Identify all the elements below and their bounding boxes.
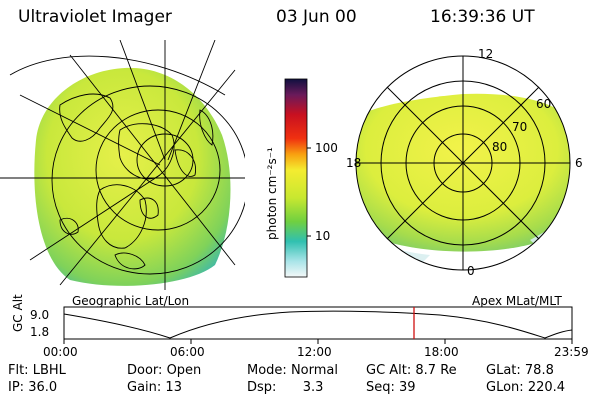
status-ip-label: IP: [8,380,25,395]
altitude-plot-frame [63,306,573,340]
status-mode-value: Normal [290,363,338,378]
status-seq-value: 39 [399,380,416,395]
apex-image [356,93,570,265]
mlt-label-0: 0 [467,264,475,278]
instrument-title: Ultraviolet Imager [18,7,172,27]
status-glat-label: GLat: [486,363,521,378]
timeline-ytick-low: 1.8 [30,325,50,339]
mlt-label-6: 6 [575,156,583,170]
status-dsp-value: 3.3 [302,380,324,395]
mlat-label-70: 70 [512,120,528,134]
status-gain-label: Gain: [127,380,162,395]
status-door-value: Open [166,363,202,378]
status-filter-value: LBHL [32,363,66,378]
status-gc-alt-label: GC Alt: [366,363,412,378]
timeline-xtick-0000: 00:00 [43,345,78,359]
apex-caption: Apex MLat/MLT [472,294,562,308]
status-glon: GLon: 220.4 [486,381,565,394]
colorbar-scale [284,78,308,278]
status-glat: GLat: 78.8 [486,364,554,377]
colorbar-label-10: 10 [315,229,331,243]
status-ip: IP: 36.0 [8,381,57,394]
timeline-ytick-high: 9.0 [30,308,50,322]
geo-grid [0,40,245,290]
status-filter: Flt: LBHL [8,364,66,377]
timeline-xtick-2359: 23:59 [554,345,589,359]
colorbar-label-100: 100 [315,141,338,155]
aurora-emission-left [34,67,231,286]
timeline-xtick-0600: 06:00 [170,345,205,359]
status-dsp-label: Dsp: [247,380,277,395]
status-gc-alt: GC Alt: 8.7 Re [366,364,457,377]
timeline-ticks [63,339,573,344]
mlt-label-18: 18 [346,156,362,170]
timeline-xtick-1800: 18:00 [424,345,459,359]
apex-grid [355,55,571,271]
status-ip-value: 36.0 [28,380,58,395]
status-dsp: Dsp: 3.3 [247,381,323,394]
status-glat-value: 78.8 [524,363,554,378]
status-door: Door: Open [127,364,201,377]
status-gc-alt-value: 8.7 Re [415,363,457,378]
mlt-label-12: 12 [478,47,494,61]
status-glon-label: GLon: [486,380,524,395]
status-seq-label: Seq: [366,380,395,395]
status-glon-value: 220.4 [527,380,566,395]
status-filter-label: Flt: [8,363,29,378]
colorbar-unit-label: photon cm⁻²s⁻¹ [265,147,279,240]
altitude-curve [63,310,573,339]
timeline-axis-label: GC Alt [11,294,25,332]
mlat-label-60: 60 [536,97,552,111]
timeline-xtick-1200: 12:00 [297,345,332,359]
geographic-image [0,40,245,290]
status-gain-value: 13 [165,380,182,395]
mlat-label-80: 80 [492,140,508,154]
geographic-caption: Geographic Lat/Lon [72,294,190,308]
status-mode: Mode: Normal [247,364,338,377]
status-gain: Gain: 13 [127,381,182,394]
status-mode-label: Mode: [247,363,287,378]
time-label: 16:39:36 UT [430,7,535,27]
aurora-emission-right [356,93,570,252]
status-door-label: Door: [127,363,163,378]
date-label: 03 Jun 00 [276,7,357,27]
status-seq: Seq: 39 [366,381,416,394]
